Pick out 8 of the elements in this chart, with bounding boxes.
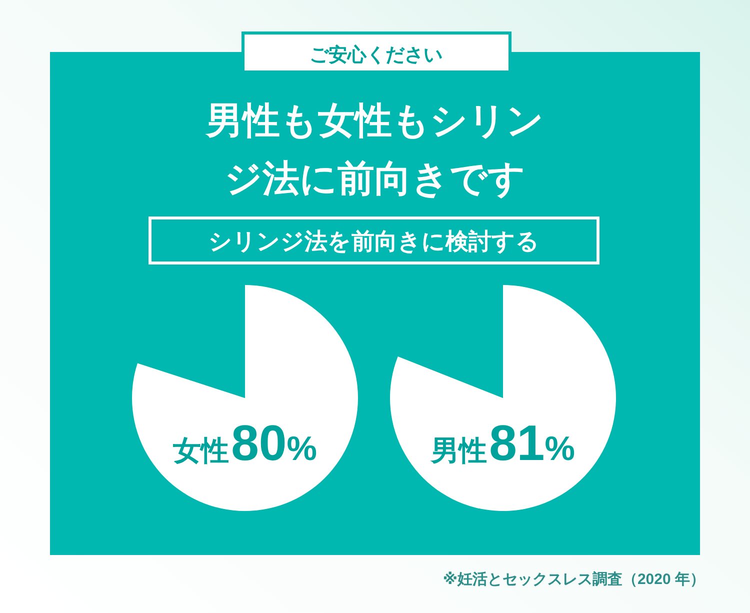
slice-label: 男性 [430,435,488,466]
data-label: 81% [489,415,575,471]
chart-title: 男性も女性もシリンジ法に前向きです [204,99,545,201]
chart-subtitle: シリンジ法を前向きに検討する [208,228,540,254]
text: ご安心ください [310,44,442,66]
slice-label: 女性 [172,435,230,466]
text: ※妊活とセックスレス調査（2020 年） [442,570,705,588]
data-label: 80% [231,415,317,471]
